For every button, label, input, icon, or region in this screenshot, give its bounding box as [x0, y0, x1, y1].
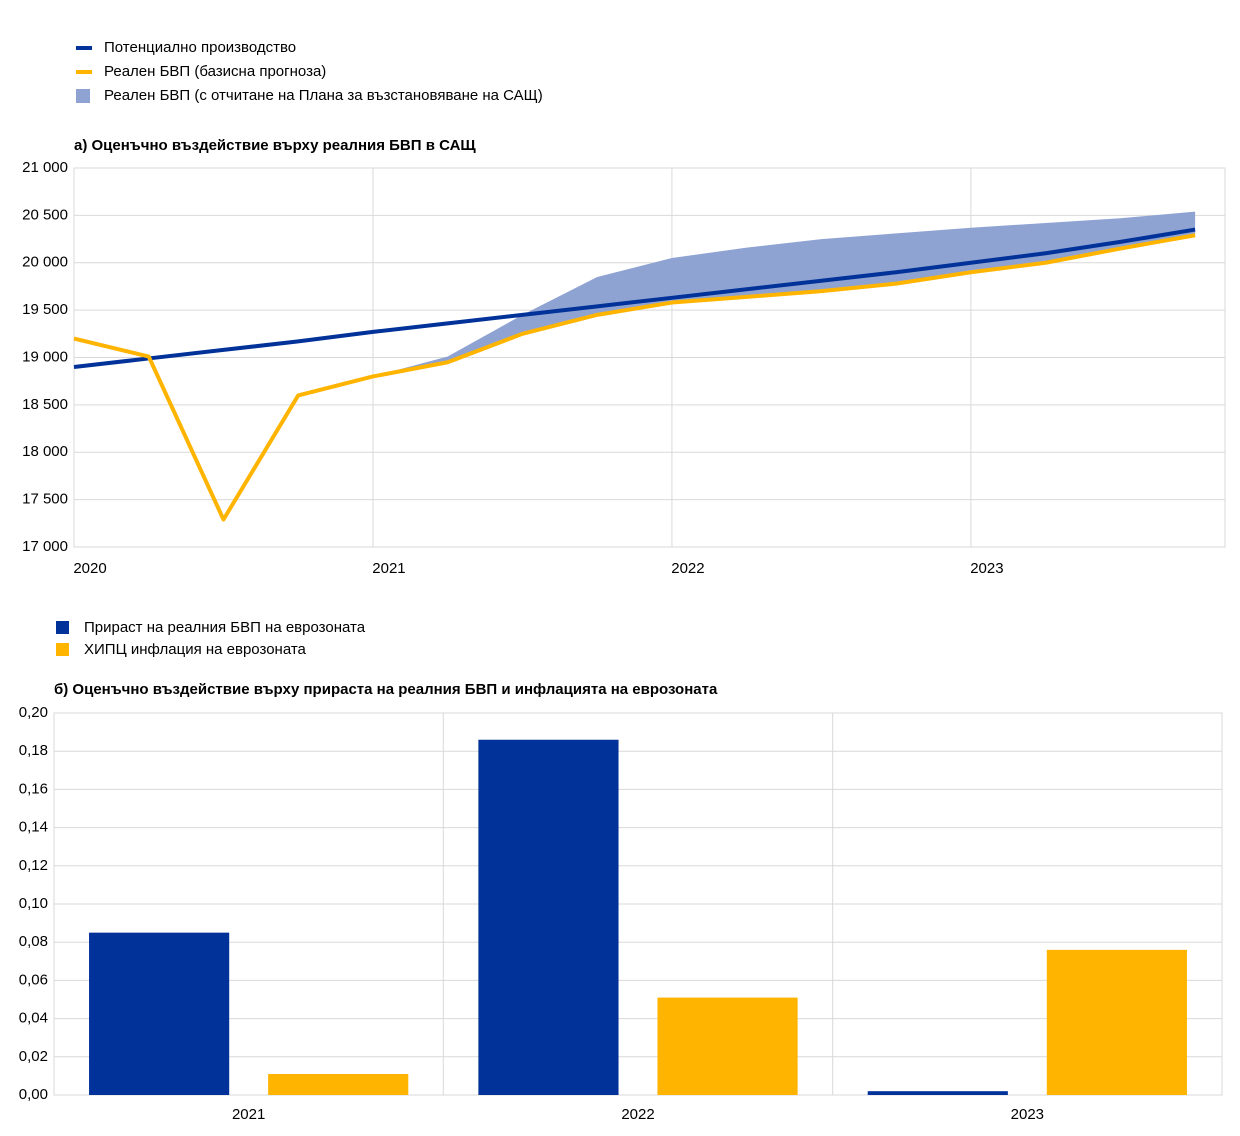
series-line — [73, 227, 1196, 369]
y-tick-label: 0,10 — [19, 895, 48, 912]
y-tick-label: 18 500 — [22, 396, 68, 413]
x-tick-label: 2023 — [970, 560, 1003, 577]
bar — [867, 1091, 1008, 1095]
x-tick-label: 2021 — [232, 1106, 265, 1123]
y-tick-label: 20 000 — [22, 254, 68, 271]
y-tick-label: 17 000 — [22, 538, 68, 555]
chart-title: а) Оценъчно въздействие върху реалния БВ… — [74, 137, 476, 154]
y-tick-label: 0,08 — [19, 933, 48, 950]
bar — [1046, 949, 1187, 1095]
y-tick-label: 0,12 — [19, 857, 48, 874]
legend-swatch — [56, 621, 69, 634]
x-tick-label: 2022 — [621, 1106, 654, 1123]
y-tick-label: 21 000 — [22, 159, 68, 176]
y-tick-label: 0,04 — [19, 1010, 48, 1027]
chart-title: б) Оценъчно въздействие върху прираста н… — [54, 681, 718, 698]
y-tick-label: 20 500 — [22, 206, 68, 223]
y-tick-label: 0,00 — [19, 1086, 48, 1103]
bar — [89, 932, 230, 1095]
y-tick-label: 0,16 — [19, 780, 48, 797]
x-tick-label: 2022 — [671, 560, 704, 577]
series-line — [73, 233, 1196, 522]
y-tick-label: 0,14 — [19, 819, 48, 836]
legend-label: Реален БВП (базисна прогноза) — [104, 63, 326, 80]
bar — [268, 1073, 409, 1095]
band-area — [372, 211, 1196, 377]
x-tick-label: 2021 — [372, 560, 405, 577]
y-tick-label: 0,02 — [19, 1048, 48, 1065]
y-tick-label: 0,18 — [19, 742, 48, 759]
legend-label: ХИПЦ инфлация на еврозоната — [84, 641, 307, 658]
x-tick-label: 2023 — [1011, 1106, 1044, 1123]
y-tick-label: 18 000 — [22, 443, 68, 460]
bar — [657, 997, 798, 1095]
legend-swatch — [76, 89, 90, 103]
x-tick-label: 2020 — [73, 560, 106, 577]
legend-label: Реален БВП (с отчитане на Плана за възст… — [104, 87, 543, 104]
legend-label: Потенциално производство — [104, 39, 296, 56]
legend-swatch — [56, 643, 69, 656]
legend-label: Прираст на реалния БВП на еврозоната — [84, 619, 366, 636]
y-tick-label: 19 000 — [22, 348, 68, 365]
y-tick-label: 0,06 — [19, 971, 48, 988]
plot-border — [53, 712, 1223, 1096]
bar — [478, 739, 619, 1095]
y-tick-label: 17 500 — [22, 491, 68, 508]
y-tick-label: 19 500 — [22, 301, 68, 318]
plot-border — [73, 167, 1226, 548]
y-tick-label: 0,20 — [19, 704, 48, 721]
